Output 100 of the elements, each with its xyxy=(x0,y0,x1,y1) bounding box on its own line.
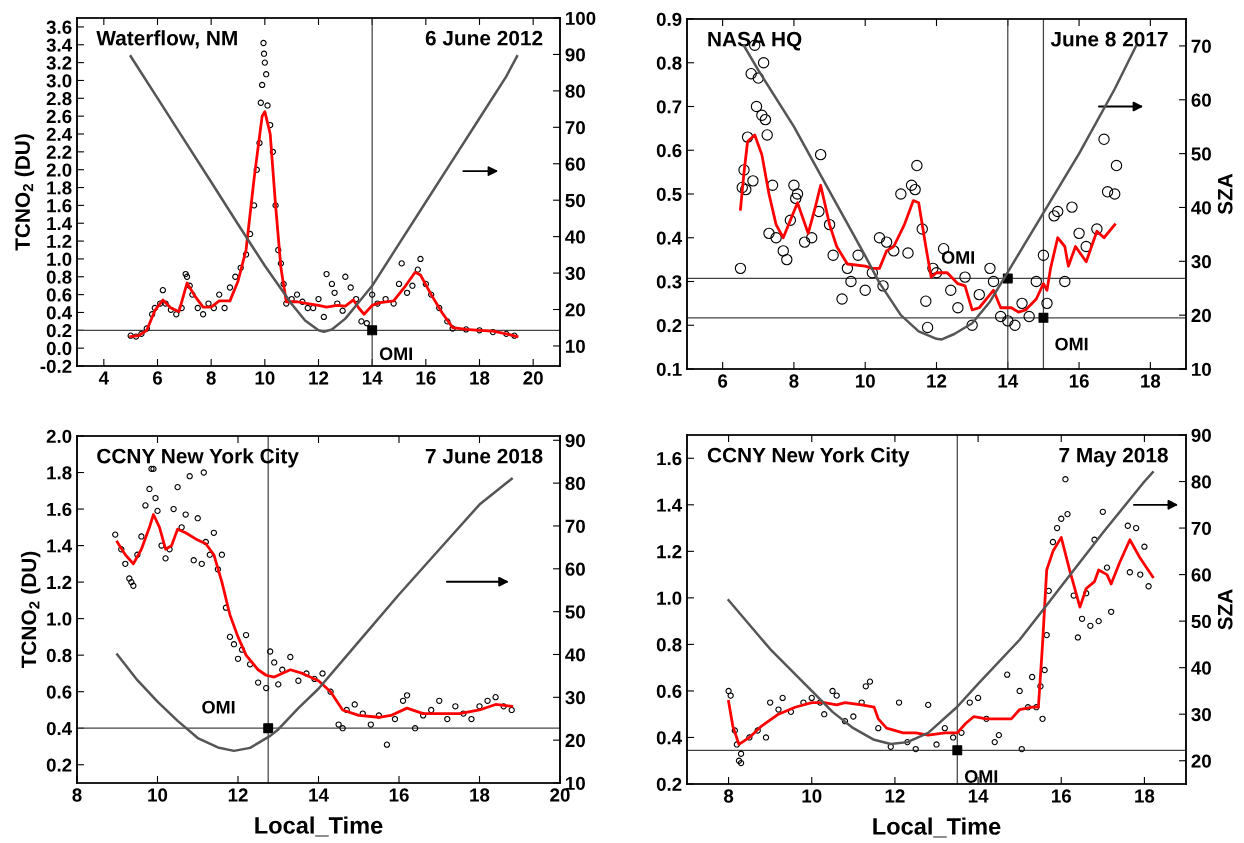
y2-tick-label: 40 xyxy=(1191,661,1211,675)
annotation: OMI xyxy=(379,347,412,361)
x-tick-label: 10 xyxy=(148,788,168,802)
y-tick-label: 1.2 xyxy=(47,234,72,248)
y-tick-label: 0.1 xyxy=(656,362,682,376)
x-tick-label: 14 xyxy=(968,789,989,803)
x-tick-label: 10 xyxy=(802,789,822,803)
y-tick-label: 2.0 xyxy=(46,429,72,443)
annotation: OMI xyxy=(941,251,975,264)
y2-tick-label: 90 xyxy=(565,48,585,62)
y2-tick-label: 20 xyxy=(565,303,585,317)
y-tick-label: 0.6 xyxy=(656,684,682,698)
y-tick-label: 1.6 xyxy=(657,451,682,466)
x-tick-label: 6 xyxy=(152,371,163,385)
y2-tick-label: 30 xyxy=(565,691,585,705)
y2-tick-label: 50 xyxy=(565,193,585,208)
y-tick-label: -0.2 xyxy=(40,359,72,373)
y-tick-label: 0.6 xyxy=(656,143,682,158)
x-tick-label: 10 xyxy=(855,374,875,388)
text: 7 May 2018 xyxy=(1059,447,1168,467)
x-tick-label: 16 xyxy=(389,788,409,802)
chart-subtitle: 6 June 2012 xyxy=(425,30,543,46)
annotation: OMI xyxy=(1055,337,1088,351)
x-axis-title: Local_Time xyxy=(255,816,383,837)
y-tick-label: 2.4 xyxy=(46,127,73,141)
x-tick-label: 6 xyxy=(718,374,728,388)
y2-tick-label: 70 xyxy=(565,121,585,135)
y2-tick-label: 70 xyxy=(1191,39,1211,53)
x-tick-label: 8 xyxy=(206,371,216,385)
y-tick-label: 0.4 xyxy=(656,231,683,245)
y2-tick-label: 20 xyxy=(1191,308,1211,323)
x-tick-label: 14 xyxy=(362,371,383,385)
y-tick-label: 0.8 xyxy=(46,648,72,663)
y-tick-label: 0.8 xyxy=(656,56,682,70)
y-tick-label: 0.5 xyxy=(656,187,682,201)
y-tick-label: 0.8 xyxy=(656,638,682,652)
y-tick-label: 3.4 xyxy=(46,38,73,52)
x-tick-label: 20 xyxy=(523,371,543,385)
y2-tick-label: 40 xyxy=(565,648,585,662)
text: NASA HQ xyxy=(708,31,802,51)
x-tick-label: 8 xyxy=(72,788,82,802)
x-tick-label: 12 xyxy=(885,789,905,803)
y-tick-label: 0.8 xyxy=(46,270,72,284)
y2-tick-label: 60 xyxy=(565,562,585,576)
y2-tick-label: 20 xyxy=(565,733,585,748)
y-tick-label: 1.6 xyxy=(47,199,72,213)
y-tick-label: 2.6 xyxy=(46,109,72,124)
y2-tick-label: 90 xyxy=(1191,428,1211,442)
annotation: OMI xyxy=(964,770,998,783)
x-tick-label: 16 xyxy=(1052,789,1071,803)
x-tick-label: 18 xyxy=(1141,374,1161,388)
y-tick-label: 2.2 xyxy=(46,145,72,159)
y-tick-label: 1.4 xyxy=(47,217,73,231)
y-tick-label: 0.0 xyxy=(46,341,72,356)
y-tick-label: 0.3 xyxy=(656,275,682,289)
y-tick-label: 1.6 xyxy=(47,502,72,517)
x-tick-label: 18 xyxy=(470,371,490,385)
x-tick-label: 16 xyxy=(416,371,436,385)
y2-tick-label: 80 xyxy=(1191,475,1211,489)
y-tick-label: 0.2 xyxy=(656,318,682,333)
y2-tick-label: 10 xyxy=(1192,362,1211,376)
x-tick-label: 18 xyxy=(470,788,490,802)
y-tick-label: 0.6 xyxy=(46,288,72,302)
x-axis-title: Local_Time xyxy=(873,817,1001,838)
x-tick-label: 12 xyxy=(309,371,329,385)
y2-tick-label: 50 xyxy=(1191,147,1211,161)
x-tick-label: 4 xyxy=(98,371,109,385)
x-tick-label: 8 xyxy=(723,789,734,803)
x-tick-label: 12 xyxy=(228,788,248,802)
y-tick-label: 0.2 xyxy=(656,777,682,791)
y2-axis-title: SZA xyxy=(1217,589,1233,630)
y2-tick-label: 70 xyxy=(565,519,585,533)
y-tick-label: 1.2 xyxy=(657,545,682,559)
y-tick-label: 0.4 xyxy=(656,731,683,745)
y2-tick-label: 90 xyxy=(565,433,585,448)
y-tick-label: 1.8 xyxy=(47,466,72,480)
y2-tick-label: 30 xyxy=(565,266,585,281)
y-axis-title: TCNO$_{2}$ (DU) xyxy=(14,134,35,251)
x-tick-label: 14 xyxy=(998,374,1019,388)
x-tick-label: 14 xyxy=(309,788,329,802)
y-tick-label: 1.2 xyxy=(47,575,72,589)
y2-tick-label: 80 xyxy=(565,84,585,98)
y2-tick-label: 100 xyxy=(566,11,596,25)
y-tick-label: 0.2 xyxy=(46,758,72,772)
y-tick-label: 0.4 xyxy=(46,721,73,736)
y2-tick-label: 10 xyxy=(566,339,585,353)
y-tick-label: 0.7 xyxy=(656,100,682,114)
y-axis-title: TCNO$_{2}$ (DU) xyxy=(20,551,41,669)
x-tick-label: 10 xyxy=(255,371,275,385)
y2-tick-label: 60 xyxy=(565,157,585,171)
y2-tick-label: 20 xyxy=(1191,754,1211,768)
y-tick-label: 2.8 xyxy=(46,92,72,106)
y-tick-label: 1.8 xyxy=(47,181,72,195)
y-tick-label: 3.6 xyxy=(46,20,72,34)
y2-tick-label: 60 xyxy=(1191,93,1211,107)
y2-tick-label: 30 xyxy=(1191,707,1211,722)
chart-subtitle: 7 June 2018 xyxy=(425,448,543,464)
y-tick-label: 1.4 xyxy=(657,498,683,512)
y2-axis-title: SZA xyxy=(1217,173,1233,215)
y2-tick-label: 40 xyxy=(565,230,585,244)
